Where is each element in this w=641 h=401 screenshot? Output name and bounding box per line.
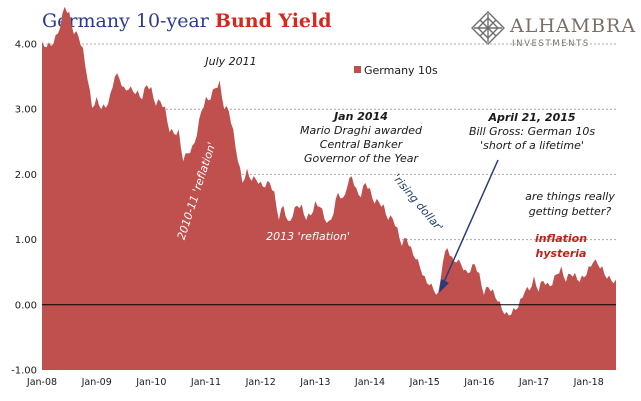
legend-swatch bbox=[354, 66, 361, 73]
legend: Germany 10s bbox=[354, 64, 438, 77]
x-tick-label: Jan-15 bbox=[409, 377, 440, 388]
x-tick-label: Jan-10 bbox=[135, 377, 166, 388]
annotation-hysteria: inflation hysteria bbox=[535, 232, 587, 260]
x-tick-label: Jan-13 bbox=[299, 377, 330, 388]
annotation-line: Bill Gross: German 10s bbox=[469, 125, 595, 138]
x-tick-label: Jan-09 bbox=[81, 377, 112, 388]
annotation-line: 2013 'reflation' bbox=[266, 230, 350, 243]
y-tick-label: 1.00 bbox=[15, 235, 37, 246]
x-axis-ticks: Jan-08 Jan-09 Jan-10 Jan-11 Jan-12 Jan-13 Jan-… bbox=[26, 377, 604, 388]
y-tick-label: 4.00 bbox=[15, 40, 37, 51]
y-tick-label: 2.00 bbox=[15, 170, 37, 181]
annotation-line: inflation bbox=[535, 232, 587, 245]
annotation-line: Central Banker bbox=[320, 138, 404, 151]
annotation-line: Governor of the Year bbox=[304, 152, 419, 165]
logo-name: ALHAMBRA bbox=[509, 15, 636, 37]
annotation-better: are things really getting better? bbox=[525, 190, 615, 218]
chart-title: Germany 10-year Bund Yield bbox=[42, 10, 332, 32]
x-tick-label: Jan-12 bbox=[245, 377, 276, 388]
annotation-line: getting better? bbox=[529, 205, 612, 218]
x-tick-label: Jan-18 bbox=[573, 377, 604, 388]
annotation-line: Jan 2014 bbox=[332, 110, 388, 123]
annotation-line: hysteria bbox=[536, 247, 587, 260]
x-tick-label: Jan-17 bbox=[518, 377, 549, 388]
x-tick-label: Jan-14 bbox=[354, 377, 385, 388]
annotation-line: are things really bbox=[525, 190, 615, 203]
chart-title-main: Germany 10-year bbox=[42, 10, 215, 32]
annotation-line: Mario Draghi awarded bbox=[300, 124, 423, 137]
annotation-line: 'short of a lifetime' bbox=[480, 139, 584, 152]
annotation-line: July 2011 bbox=[203, 55, 256, 68]
x-tick-label: Jan-11 bbox=[190, 377, 221, 388]
germany-10s-area bbox=[42, 6, 616, 371]
annotation-reflation2: 2013 'reflation' bbox=[266, 230, 350, 243]
annotation-arrow-head bbox=[439, 279, 449, 293]
x-tick-label: Jan-08 bbox=[26, 377, 57, 388]
legend-label: Germany 10s bbox=[364, 64, 438, 77]
chart-title-accent: Bund Yield bbox=[214, 10, 332, 32]
annotation-july2011: July 2011 bbox=[203, 55, 256, 68]
y-tick-label: 0.00 bbox=[15, 300, 37, 311]
annotation-rising-dollar: 'rising dollar' bbox=[390, 171, 446, 234]
y-axis-ticks: 4.00 3.00 2.00 1.00 0.00 -1.00 bbox=[11, 40, 37, 377]
annotation-arrow bbox=[442, 159, 499, 285]
y-tick-label: 3.00 bbox=[15, 105, 37, 116]
y-tick-label: -1.00 bbox=[11, 366, 37, 377]
annotation-line: April 21, 2015 bbox=[487, 111, 575, 124]
x-tick-label: Jan-16 bbox=[463, 377, 494, 388]
annotation-line: 'rising dollar' bbox=[390, 171, 446, 234]
